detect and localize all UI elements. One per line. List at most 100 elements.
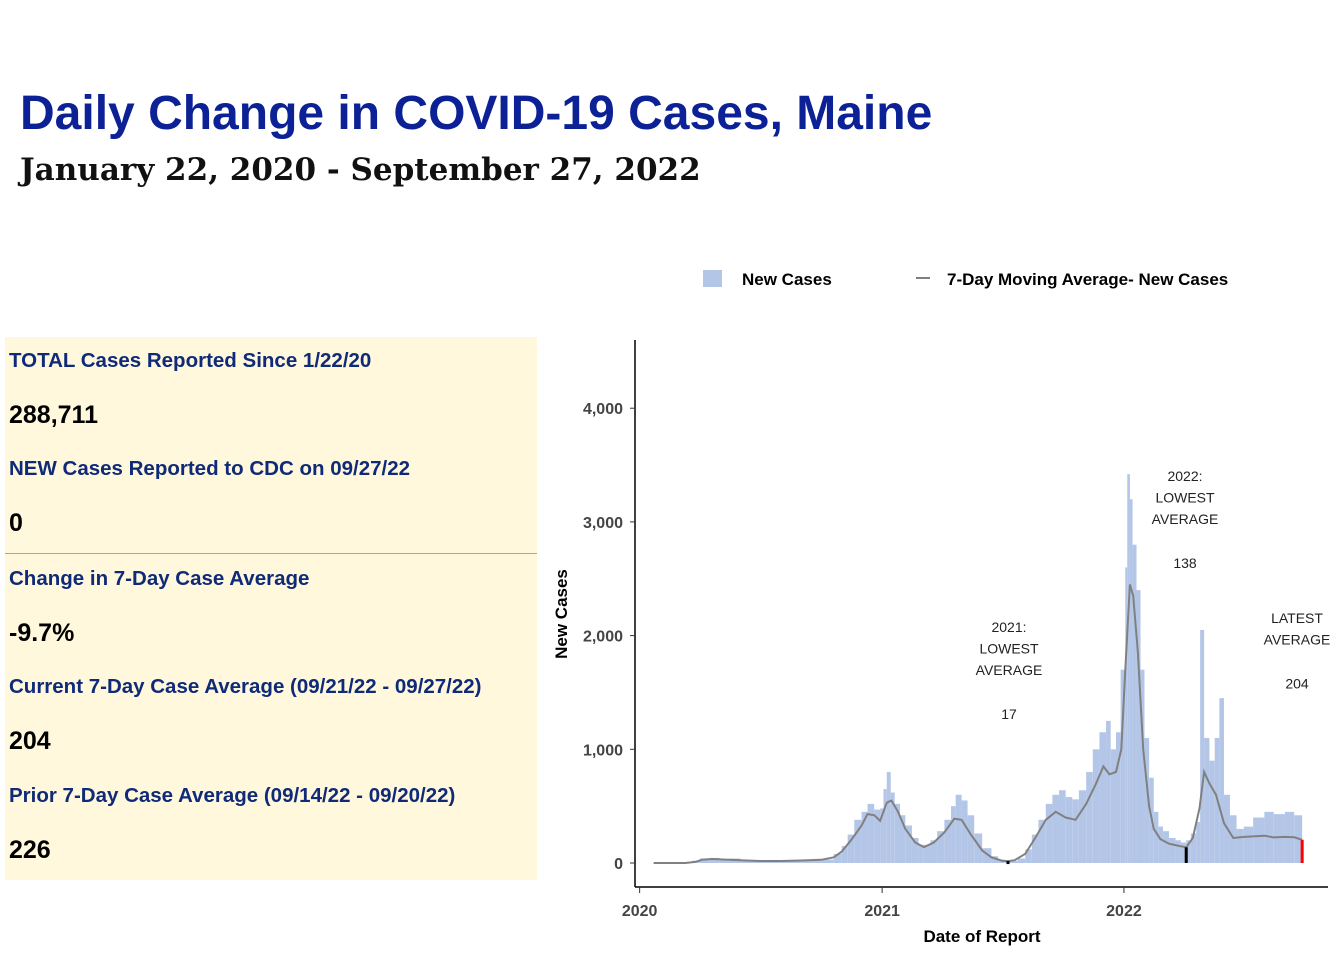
- bar-new-cases: [1115, 732, 1121, 863]
- annotation-text: AVERAGE: [1152, 511, 1219, 527]
- bar-new-cases: [1219, 698, 1224, 863]
- change-average-label: Change in 7-Day Case Average: [9, 567, 310, 590]
- annotation-text: LOWEST: [1155, 490, 1215, 506]
- moving-average-line: [653, 584, 1303, 864]
- change-average-value: -9.7%: [9, 619, 75, 647]
- bar-new-cases: [854, 819, 862, 863]
- bar-new-cases: [930, 840, 938, 863]
- bar-new-cases: [719, 859, 730, 863]
- bar-new-cases: [982, 848, 992, 863]
- bar-new-cases: [709, 857, 720, 863]
- stats-panel: TOTAL Cases Reported Since 1/22/20 288,7…: [5, 337, 537, 880]
- bar-new-cases: [1129, 499, 1133, 863]
- legend-label-moving-average: 7-Day Moving Average- New Cases: [947, 270, 1228, 289]
- y-tick-label: 3,000: [583, 515, 623, 532]
- bar-new-cases: [1072, 799, 1079, 863]
- x-axis-ticks: 2020 2021 2022: [622, 887, 1142, 920]
- x-tick-label: 2022: [1106, 903, 1142, 920]
- bar-new-cases: [961, 800, 968, 863]
- bar-new-cases: [1153, 811, 1159, 863]
- bar-new-cases: [1132, 544, 1137, 863]
- annotation-value: 138: [1173, 555, 1197, 571]
- bar-new-cases: [1125, 567, 1128, 863]
- y-tick-label: 1,000: [583, 742, 623, 759]
- prior-average-value: 226: [9, 836, 51, 864]
- page-subtitle: January 22, 2020 - September 27, 2022: [20, 152, 701, 188]
- legend-swatch-new-cases: [703, 270, 722, 287]
- x-axis-label: Date of Report: [923, 927, 1040, 946]
- bar-new-cases: [1136, 590, 1141, 863]
- bar-new-cases: [1086, 772, 1093, 863]
- bar-new-cases: [1243, 826, 1254, 863]
- bar-new-cases: [1038, 819, 1046, 863]
- y-axis-ticks: 0 1,000 2,000 3,000 4,000: [583, 401, 635, 873]
- bar-new-cases: [905, 825, 912, 863]
- new-cases-value: 0: [9, 509, 23, 537]
- bar-new-cases: [1273, 814, 1285, 863]
- bar-new-cases: [1031, 834, 1039, 863]
- bar-new-cases: [1106, 720, 1111, 863]
- page-title: Daily Change in COVID-19 Cases, Maine: [20, 87, 933, 140]
- annotation-group: 2021: LOWEST AVERAGE 17 2022: LOWEST AVERAGE 13…: [976, 468, 1331, 722]
- bar-new-cases: [1078, 790, 1087, 863]
- annotation-text: AVERAGE: [976, 662, 1043, 678]
- bar-new-cases: [1175, 840, 1181, 863]
- y-tick-label: 0: [614, 856, 623, 873]
- bar-new-cases: [1045, 803, 1053, 863]
- bar-new-cases: [937, 831, 945, 863]
- bar-new-cases: [1017, 858, 1026, 863]
- bar-new-cases: [1065, 797, 1073, 863]
- average-marker: [1006, 861, 1010, 865]
- bar-new-cases: [861, 811, 868, 863]
- x-tick-label: 2021: [864, 903, 900, 920]
- bar-new-cases: [923, 844, 931, 863]
- bar-new-cases: [1144, 737, 1150, 863]
- bar-new-cases: [951, 806, 956, 863]
- bar-new-cases: [967, 815, 975, 863]
- bar-new-cases: [1209, 760, 1215, 863]
- bar-new-cases: [1204, 737, 1210, 863]
- y-tick-label: 2,000: [583, 629, 623, 646]
- cases-chart: New Cases 7-Day Moving Average- New Case…: [552, 270, 1331, 946]
- new-cases-label: NEW Cases Reported to CDC on 09/27/22: [9, 457, 410, 480]
- current-average-label: Current 7-Day Case Average (09/21/22 - 0…: [9, 675, 482, 698]
- legend-label-new-cases: New Cases: [742, 270, 832, 289]
- marker-group: [1006, 839, 1304, 865]
- bar-new-cases: [867, 803, 875, 863]
- bar-new-cases: [911, 837, 919, 863]
- bar-new-cases: [955, 794, 962, 863]
- bar-new-cases: [1236, 828, 1244, 863]
- bar-new-cases: [1163, 831, 1169, 863]
- bar-new-cases: [1059, 790, 1066, 863]
- bar-new-cases: [1025, 849, 1032, 863]
- bar-new-cases: [1158, 826, 1164, 863]
- bar-new-cases: [833, 853, 842, 863]
- average-marker: [1184, 847, 1188, 863]
- bar-new-cases: [699, 858, 710, 863]
- bar-new-cases: [1127, 474, 1130, 863]
- annotation-value: 204: [1285, 676, 1309, 692]
- bar-new-cases: [886, 772, 891, 863]
- bar-new-cases: [1196, 822, 1201, 863]
- bar-new-cases: [1186, 840, 1191, 863]
- bar-new-cases: [847, 834, 855, 863]
- annotation-text: LOWEST: [979, 641, 1039, 657]
- annotation-text: 2022:: [1167, 468, 1202, 484]
- bar-new-cases: [780, 860, 802, 863]
- bar-new-cases: [880, 808, 884, 863]
- bar-new-cases: [1120, 669, 1126, 863]
- annotation-text: AVERAGE: [1264, 632, 1331, 648]
- bar-new-cases: [944, 819, 952, 863]
- annotation-text: LATEST: [1271, 610, 1323, 626]
- annotation-value: 17: [1001, 706, 1017, 722]
- bar-new-cases: [1110, 749, 1116, 863]
- bar-new-cases: [1168, 837, 1176, 863]
- bar-new-cases: [890, 792, 895, 863]
- total-cases-label: TOTAL Cases Reported Since 1/22/20: [9, 349, 372, 372]
- bar-new-cases: [1229, 815, 1237, 863]
- bar-new-cases: [1052, 794, 1060, 863]
- chart-legend: New Cases 7-Day Moving Average- New Case…: [703, 270, 1228, 289]
- bar-new-cases: [1200, 629, 1205, 863]
- prior-average-label: Prior 7-Day Case Average (09/14/22 - 09/…: [9, 784, 456, 807]
- bar-new-cases: [1253, 817, 1265, 863]
